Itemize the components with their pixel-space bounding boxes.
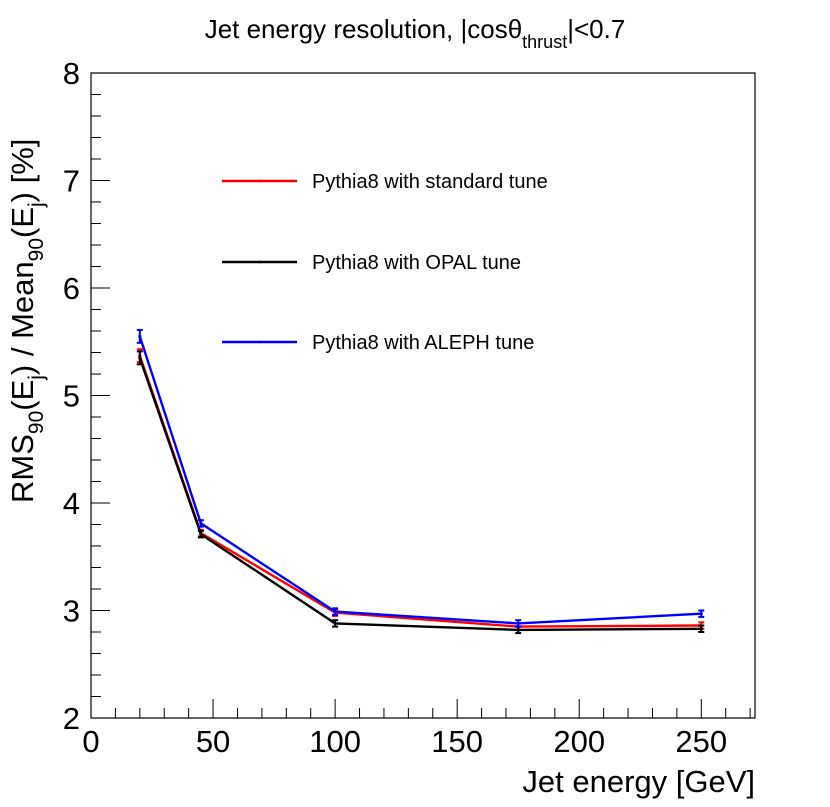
x-tick-label: 0 xyxy=(82,724,99,759)
data-point xyxy=(333,621,337,626)
chart-title-subscript: thrust xyxy=(522,32,567,52)
y-axis-label-sub-3: 90 xyxy=(25,238,48,261)
data-point xyxy=(333,609,337,614)
series-layer xyxy=(136,328,705,635)
x-tick-label: 150 xyxy=(431,724,483,759)
x-axis-tick-labels: 0 50 100 150 200 250 xyxy=(82,724,727,759)
y-tick-label: 3 xyxy=(63,594,80,629)
y-tick-label: 4 xyxy=(63,486,80,521)
y-axis-label-part-5: ) [%] xyxy=(5,139,40,203)
data-point xyxy=(516,628,520,632)
legend-marker-3 xyxy=(258,340,261,344)
y-axis-label-part-3: ) / Mean xyxy=(5,261,40,375)
y-tick-label: 5 xyxy=(63,379,80,414)
series-line-3 xyxy=(138,336,702,625)
legend-label-3: Pythia8 with ALEPH tune xyxy=(312,332,534,354)
x-tick-label: 100 xyxy=(309,724,361,759)
legend: Pythia8 with standard tune Pythia8 with O… xyxy=(222,171,548,354)
data-point xyxy=(516,621,520,626)
plot-frame xyxy=(90,72,756,719)
y-tick-label: 7 xyxy=(63,164,80,199)
x-tick-label: 200 xyxy=(553,724,605,759)
chart-title: Jet energy resolution, |cosθthrust|<0.7 xyxy=(205,14,626,52)
y-axis-label-part-2: (E xyxy=(5,380,40,411)
data-point xyxy=(138,356,142,360)
legend-label-1: Pythia8 with standard tune xyxy=(312,171,548,193)
y-tick-label: 2 xyxy=(63,701,80,736)
x-tick-label: 50 xyxy=(196,724,230,759)
series-line-2 xyxy=(138,357,702,632)
x-axis-ticks xyxy=(90,699,751,718)
data-point xyxy=(138,334,142,338)
data-point xyxy=(199,532,203,536)
legend-label-2: Pythia8 with OPAL tune xyxy=(312,252,521,274)
legend-marker-2 xyxy=(258,260,261,264)
y-axis-label-sub-4: j xyxy=(25,202,48,208)
y-tick-label: 8 xyxy=(63,56,80,91)
x-tick-label: 250 xyxy=(675,724,727,759)
x-axis-label: Jet energy [GeV] xyxy=(522,764,755,799)
data-point xyxy=(199,521,203,526)
y-axis-ticks xyxy=(91,72,110,719)
y-axis-label-part-4: (E xyxy=(5,207,40,238)
chart-title-main: Jet energy resolution, |cosθ xyxy=(205,14,522,44)
y-axis-label-part-1: RMS xyxy=(5,434,40,503)
data-point xyxy=(699,612,703,616)
legend-marker-1 xyxy=(258,179,261,183)
data-point xyxy=(699,627,703,631)
series-line-1 xyxy=(138,355,702,628)
chart-title-tail: |<0.7 xyxy=(567,14,625,44)
y-axis-tick-labels: 2 3 4 5 6 7 8 xyxy=(63,56,80,736)
y-axis-label-sub-1: 90 xyxy=(25,411,48,434)
y-axis-label: RMS90(Ej) / Mean90(Ej) [%] xyxy=(5,139,48,503)
y-axis-label-sub-2: j xyxy=(25,375,48,381)
y-tick-label: 6 xyxy=(63,271,80,306)
